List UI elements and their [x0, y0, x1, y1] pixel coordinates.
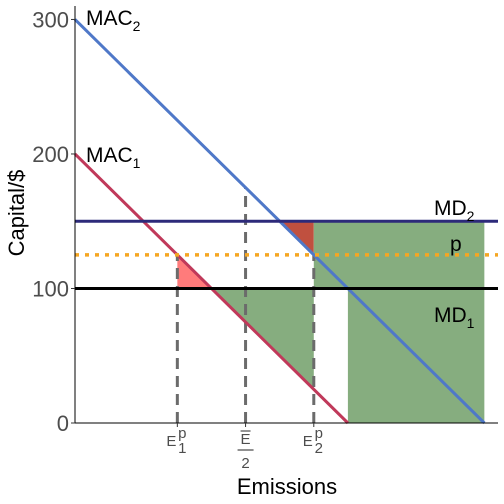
y-tick-label: 0	[57, 411, 69, 436]
x-tick-label: E2	[237, 430, 254, 472]
curve-labels: MAC1 MAC2 MD2 MD1 p	[86, 7, 475, 331]
x-tick-sup: p	[178, 425, 186, 442]
curve-label-p: p	[450, 233, 462, 256]
y-tick-label: 300	[32, 7, 69, 32]
x-tick-base: E	[303, 433, 313, 450]
x-tick-numerator: E	[241, 431, 251, 448]
x-axis-title: Emissions	[237, 474, 337, 499]
y-axis-title: Capital/$	[4, 170, 29, 257]
x-tick-sub: 2	[315, 440, 323, 457]
x-tick-denominator: 2	[241, 455, 249, 472]
curve-label-md1: MD1	[434, 304, 475, 331]
curve-label-md2: MD2	[434, 197, 475, 224]
y-tick-label: 100	[32, 276, 69, 301]
x-tick-sub: 1	[178, 440, 186, 457]
y-tick-label: 200	[32, 142, 69, 167]
vertical-dashed-lines	[175, 187, 316, 423]
curve-label-mac2: MAC2	[86, 7, 141, 34]
x-tick-base: E	[166, 433, 176, 450]
series-lines	[73, 18, 498, 425]
x-tick-sup: p	[315, 425, 323, 442]
shaded-region-3	[313, 221, 485, 423]
curve-label-mac1: MAC1	[86, 144, 141, 171]
